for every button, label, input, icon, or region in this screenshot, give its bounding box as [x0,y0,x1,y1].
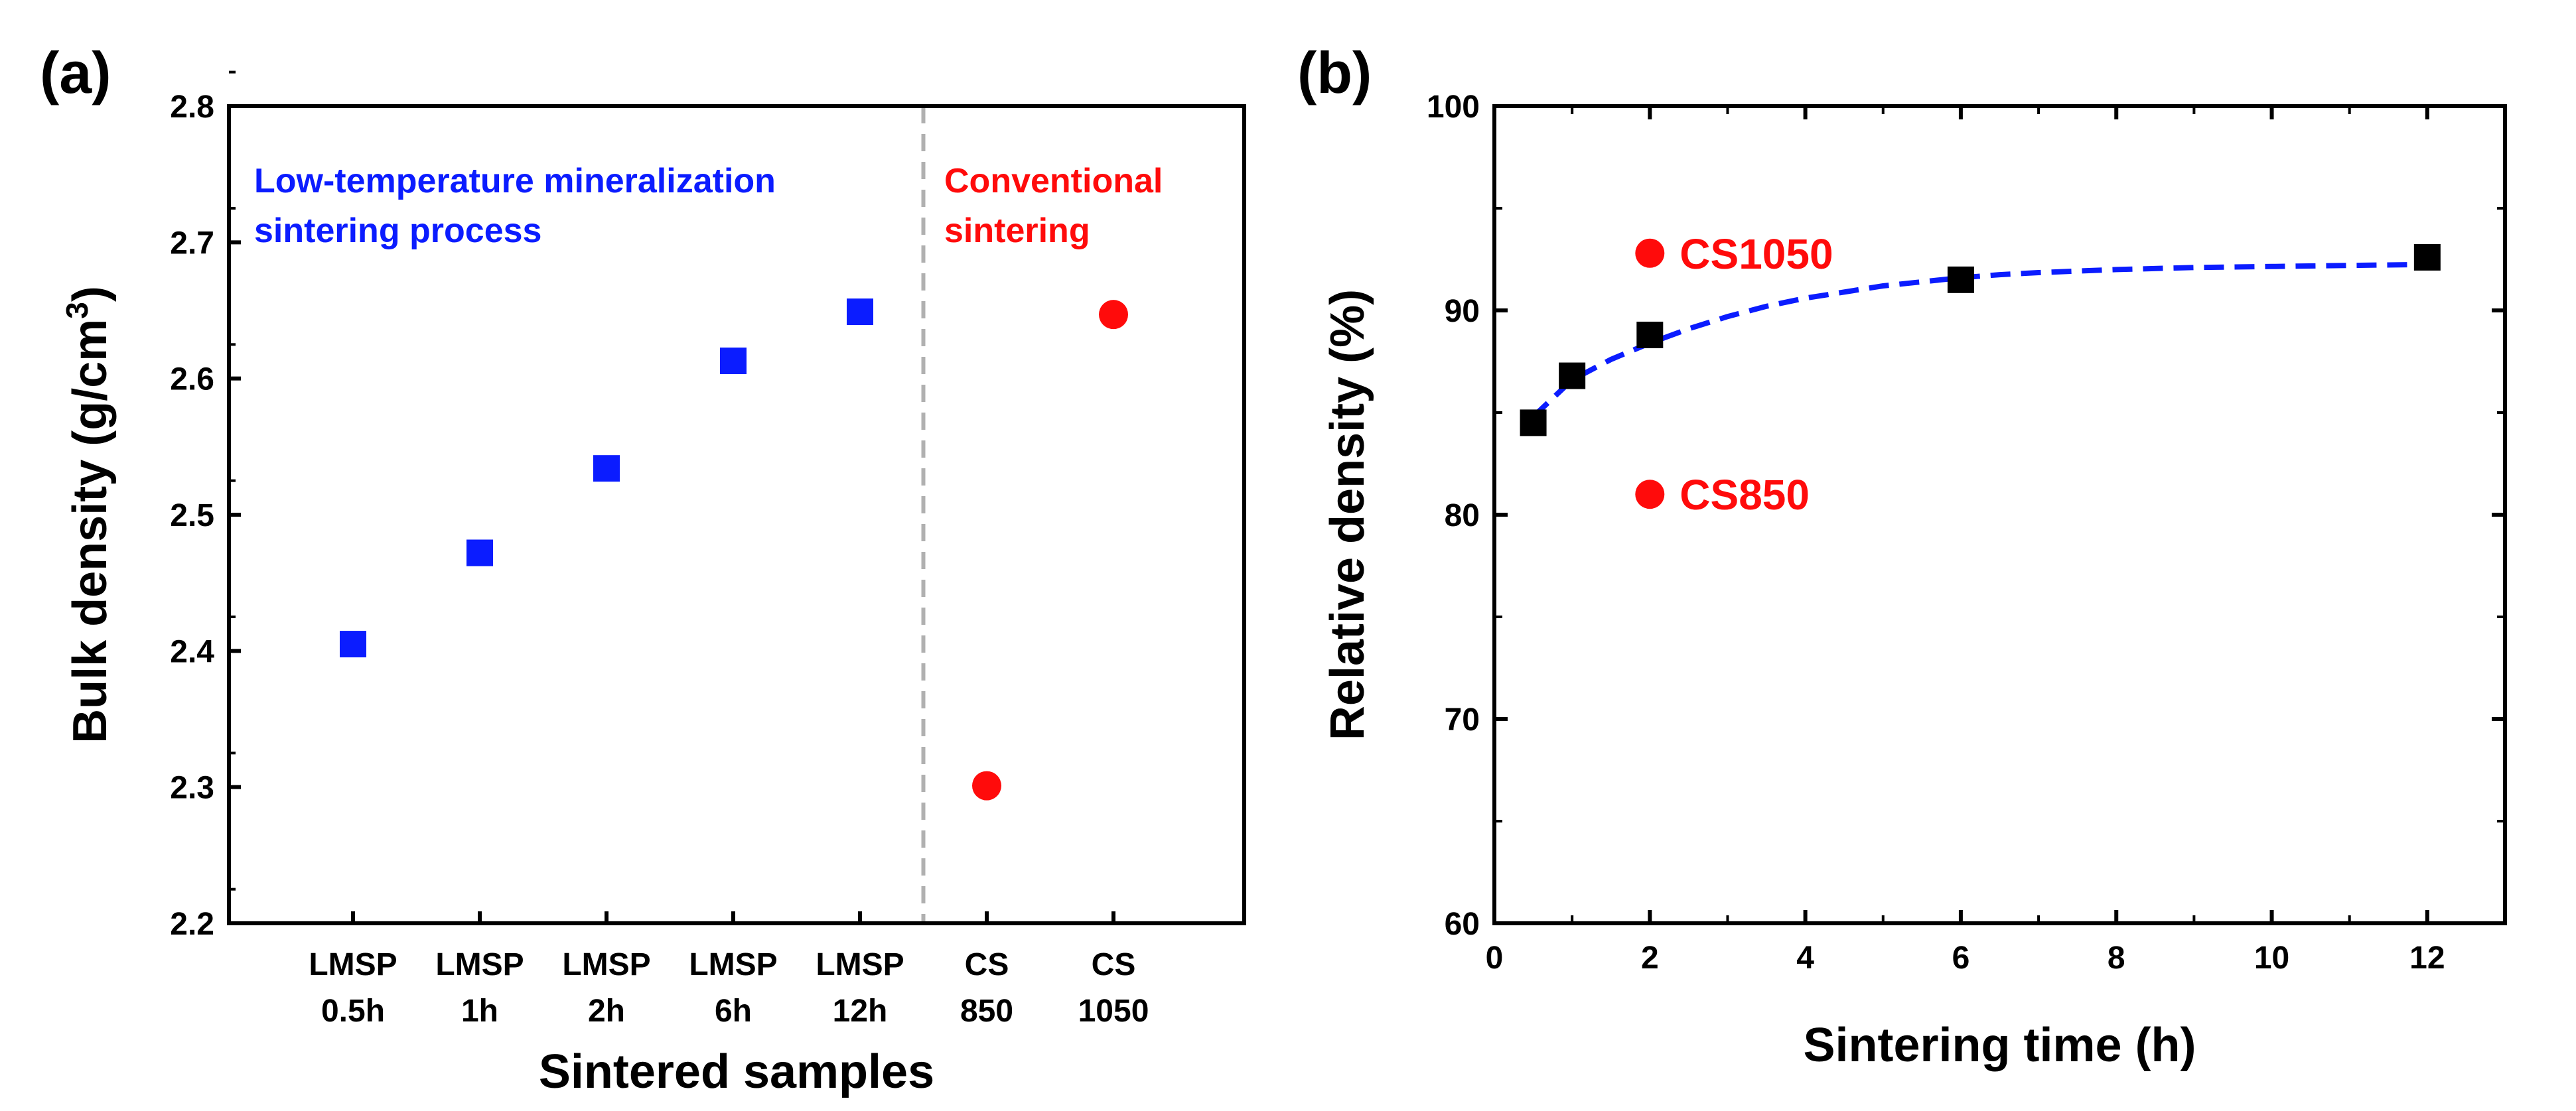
panel-a-x-tick-label-line2: 1h [461,994,498,1029]
panel-a-x-tick-label-line2: 2h [588,994,625,1029]
panel-a-x-tick-label-line1: LMSP [435,947,524,982]
panel-a-y-axis-title-close: ) [64,286,117,302]
panel-a-x-tick-label-line1: LMSP [309,947,397,982]
panel-a-y-axis-title-main: Bulk density (g/cm [64,319,117,744]
panel-a-annotation-lmsp-line1: Low-temperature mineralization [254,162,776,200]
panel-a-x-tick-label-line1: LMSP [816,947,904,982]
panel-a-lmsp-marker [340,631,366,658]
panel-b-plot-frame [1492,104,2507,925]
panel-b-relative-density: (b) 60 70 80 90 100 0 2 4 6 8 10 12 CS1050 CS850 Si… [1297,40,2507,1072]
panel-b-lmsp-marker [2413,243,2441,271]
panel-a-y-tick-label: 2.7 [170,226,214,261]
panel-a-y-tick-label: 2.2 [170,907,214,942]
panel-b-lmsp-marker [1947,266,1974,293]
panel-b-x-tick-label: 0 [1486,941,1504,976]
panel-b-x-tick-label: 8 [2108,941,2125,976]
panel-b-x-tick-label: 10 [2254,941,2289,976]
panel-b-fit-curve [1531,261,2427,419]
panel-b-y-ticks: 60 70 80 90 100 [1427,90,2505,942]
panel-a-label: (a) [40,40,111,105]
panel-a-annotation-lmsp-line2: sintering process [254,212,541,250]
panel-a-lmsp-marker [466,539,493,566]
panel-a-y-tick-label: 2.5 [170,498,214,533]
panel-b-x-tick-label: 4 [1796,941,1814,976]
panel-a-cs-marker [972,771,1001,801]
panel-a-bulk-density: (a) 2.2 2.3 2.4 2.5 2.6 2.7 2.8 LMSP 0.5h LMSP 1h… [40,40,1246,1098]
panel-b-x-tick-label: 2 [1641,941,1659,976]
panel-a-x-tick-label-line1: CS [1092,947,1136,982]
panel-a-y-tick-label: 2.4 [170,634,214,669]
panel-a-x-tick-label-line1: LMSP [562,947,650,982]
panel-b-x-ticks: 0 2 4 6 8 10 12 [1486,106,2445,976]
panel-a-x-ticks: LMSP 0.5h LMSP 1h LMSP 2h LMSP 6h LMSP 12h CS 850 CS… [309,911,1149,1029]
panel-b-y-tick-label: 100 [1427,90,1480,125]
panel-a-y-axis-title: Bulk density (g/cm3) [60,286,117,744]
panel-b-data-points [1520,238,2441,509]
panel-b-cs-point-label: CS1050 [1680,230,1833,278]
panel-a-data-points [340,298,1128,801]
panel-a-y-tick-label: 2.3 [170,771,214,806]
panel-b-label: (b) [1297,40,1372,105]
panel-b-point-labels: CS1050 CS850 [1680,230,1833,519]
panel-b-x-tick-label: 6 [1952,941,1970,976]
panel-a-x-axis-title: Sintered samples [539,1045,934,1098]
panel-a-x-tick-label-line1: CS [965,947,1009,982]
panel-b-cs-point-label: CS850 [1680,471,1810,519]
panel-b-lmsp-marker [1559,362,1586,389]
panel-b-cs-marker [1635,480,1665,509]
panel-b-x-axis-title: Sintering time (h) [1804,1019,2196,1072]
panel-a-x-tick-label-line2: 1050 [1078,994,1149,1029]
panel-a-y-tick-label: 2.8 [170,90,214,125]
panel-a-x-tick-label-line2: 6h [715,994,752,1029]
panel-b-cs-marker [1635,238,1665,268]
panel-a-y-tick-label: 2.6 [170,362,214,397]
panel-a-x-tick-label-line1: LMSP [689,947,777,982]
panel-a-y-axis-title-superscript: 3 [60,302,94,319]
panel-a-lmsp-marker [720,347,747,374]
panel-a-annotation-cs-line2: sintering [944,212,1090,250]
panel-b-y-tick-label: 80 [1445,498,1480,533]
panel-b-y-tick-label: 90 [1445,294,1480,329]
panel-b-lmsp-marker [1520,409,1547,436]
panel-b-lmsp-marker [1636,321,1664,348]
panel-a-x-tick-label-line2: 12h [833,994,888,1029]
panel-a-plot-frame [227,104,1246,925]
panel-a-lmsp-marker [847,298,873,326]
panel-a-x-tick-label-line2: 850 [960,994,1013,1029]
panel-b-y-axis-title: Relative density (%) [1321,289,1374,740]
panel-b-y-tick-label: 60 [1445,907,1480,942]
panel-b-x-tick-label: 12 [2409,941,2445,976]
panel-a-annotation-cs-line1: Conventional [944,162,1163,200]
panel-a-cs-marker [1099,300,1128,330]
panel-a-lmsp-marker [593,455,620,482]
panel-b-y-tick-label: 70 [1445,702,1480,738]
panel-a-x-tick-label-line2: 0.5h [321,994,385,1029]
